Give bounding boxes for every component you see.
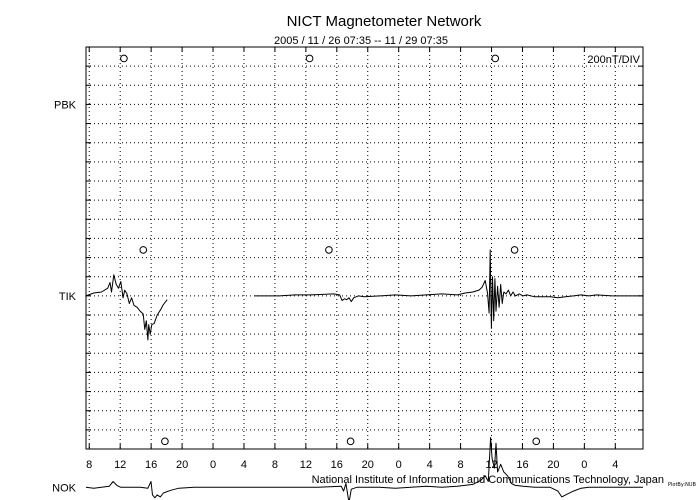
noon-marker-nok <box>532 437 541 446</box>
noon-marker-nok <box>346 437 355 446</box>
x-tick-label: 0 <box>581 459 587 471</box>
noon-marker-tik <box>139 246 148 254</box>
x-tick-label: 12 <box>114 459 126 471</box>
x-tick-label: 0 <box>210 459 216 471</box>
grid <box>86 47 643 449</box>
x-tick-label: 4 <box>612 459 618 471</box>
station-label-pbk: PBK <box>54 99 77 111</box>
x-tick-label: 8 <box>272 459 278 471</box>
x-tick-label: 16 <box>516 459 528 471</box>
chart-subtitle: 2005 / 11 / 26 07:35 -- 11 / 29 07:35 <box>274 35 448 47</box>
x-tick-label: 8 <box>86 459 92 471</box>
x-tick-label: 16 <box>331 459 343 471</box>
x-tick-label: 8 <box>458 459 464 471</box>
x-tick-label: 4 <box>241 459 247 471</box>
series-line-tik <box>85 249 643 341</box>
station-label-nok: NOK <box>52 482 77 494</box>
plot-frame <box>85 46 644 450</box>
noon-marker-pbk <box>491 54 500 63</box>
x-tick-label: 20 <box>176 459 188 471</box>
noon-marker-pbk <box>305 54 314 63</box>
x-tick-label: 12 <box>485 459 497 471</box>
series-line-nok <box>85 437 643 500</box>
noon-marker-pbk <box>120 54 128 63</box>
footer-credit: National Institute of Information and Co… <box>312 474 664 486</box>
x-tick-label: 4 <box>427 459 433 471</box>
x-tick-label: 20 <box>547 459 559 471</box>
noon-markers <box>120 54 541 446</box>
footer-tag: PlotBy:NUB <box>668 482 697 488</box>
scale-label: 200nT/DIV <box>587 54 640 66</box>
x-tick-label: 16 <box>145 459 157 471</box>
series-group <box>85 249 643 500</box>
x-tick-label: 0 <box>396 459 402 471</box>
noon-marker-nok <box>161 437 169 446</box>
x-tick-label: 12 <box>300 459 312 471</box>
axis-ticks <box>86 47 643 449</box>
station-labels: PBK TIK NOK <box>52 99 77 494</box>
station-label-tik: TIK <box>59 291 77 303</box>
noon-marker-tik <box>510 246 519 254</box>
x-tick-labels: 8 12 16 20 0 4 8 12 16 20 0 4 8 12 16 20 0 4 <box>86 459 618 471</box>
noon-marker-tik <box>325 246 333 254</box>
chart-title: NICT Magnetometer Network <box>287 13 482 30</box>
x-tick-label: 20 <box>362 459 374 471</box>
